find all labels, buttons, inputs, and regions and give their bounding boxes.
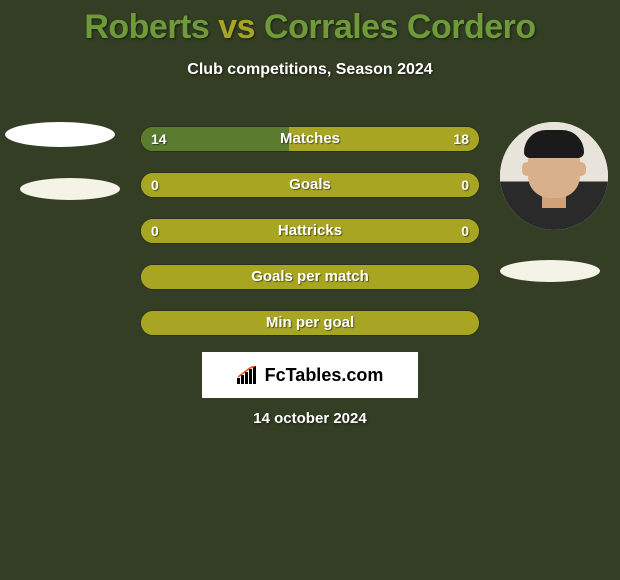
bar-row-gpm: Goals per match	[140, 264, 480, 290]
subtitle: Club competitions, Season 2024	[0, 61, 620, 79]
logo-box: FcTables.com	[202, 352, 418, 398]
title-player1: Roberts	[84, 8, 209, 46]
bar-label: Goals	[141, 173, 479, 197]
bar-row-hattricks: 0 Hattricks 0	[140, 218, 480, 244]
bar-row-mpg: Min per goal	[140, 310, 480, 336]
barchart-icon	[237, 366, 259, 384]
logo-text: FcTables.com	[265, 365, 384, 386]
avatar-right	[500, 122, 608, 230]
bar-label: Goals per match	[141, 265, 479, 289]
avatar-left-ellipse	[5, 122, 115, 147]
title-vs: vs	[218, 8, 255, 46]
bar-value-right: 0	[461, 173, 469, 197]
bar-row-matches: 14 Matches 18	[140, 126, 480, 152]
page-title: Roberts vs Corrales Cordero	[0, 0, 620, 47]
comparison-bars: 14 Matches 18 0 Goals 0 0 Hattricks 0 Go…	[140, 126, 480, 356]
avatar-left-shadow	[20, 178, 120, 200]
bar-row-goals: 0 Goals 0	[140, 172, 480, 198]
bar-value-right: 18	[453, 127, 469, 151]
bar-label: Min per goal	[141, 311, 479, 335]
bar-value-right: 0	[461, 219, 469, 243]
bar-label: Matches	[141, 127, 479, 151]
date-text: 14 october 2024	[0, 410, 620, 427]
player-face-icon	[500, 122, 608, 230]
avatar-right-shadow	[500, 260, 600, 282]
bar-label: Hattricks	[141, 219, 479, 243]
title-player2: Corrales Cordero	[264, 8, 536, 46]
